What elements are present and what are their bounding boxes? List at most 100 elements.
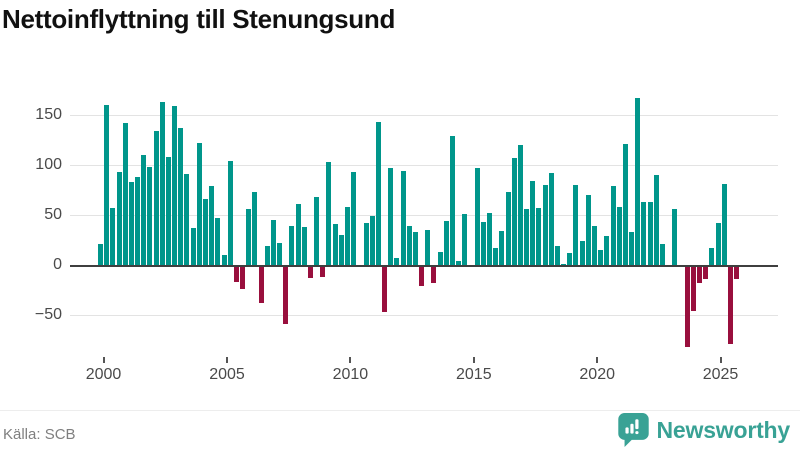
bar-2016-Q1 [493, 247, 499, 266]
bar-2019-Q3 [579, 240, 585, 266]
bar-2012-Q3 [406, 225, 412, 266]
x-tick-label-2020: 2020 [579, 366, 615, 383]
bar-2007-Q2 [277, 242, 283, 266]
y-tick-label: 150 [35, 105, 62, 123]
bar-2006-Q2 [252, 191, 258, 266]
bar-chart-plot-area [70, 85, 778, 355]
newsworthy-logo: Newsworthy [617, 413, 791, 447]
bar-2009-Q2 [326, 161, 332, 266]
bar-2004-Q2 [202, 198, 208, 266]
bar-2008-Q3 [307, 266, 313, 278]
x-tick-label-2025: 2025 [702, 366, 739, 383]
bar-2005-Q2 [227, 160, 233, 266]
bar-2025-Q2 [721, 183, 727, 266]
bar-2000-Q1 [98, 243, 103, 266]
bar-2008-Q4 [314, 196, 320, 266]
bar-2024-Q1 [690, 266, 696, 311]
bar-2017-Q2 [524, 208, 530, 266]
bar-2011-Q3 [382, 266, 388, 312]
y-tick-label: 0 [53, 255, 62, 273]
bar-2001-Q3 [135, 176, 141, 266]
bar-2016-Q3 [505, 191, 511, 266]
bar-2004-Q3 [209, 185, 215, 266]
bar-2020-Q3 [604, 235, 610, 266]
bar-2014-Q1 [443, 220, 449, 266]
bar-2022-Q2 [647, 201, 653, 266]
bar-2010-Q1 [345, 206, 350, 266]
bar-2010-Q2 [351, 171, 357, 266]
x-tick-mark [226, 357, 228, 363]
bar-2005-Q3 [233, 266, 239, 282]
bar-2018-Q3 [554, 245, 560, 266]
bar-2025-Q1 [715, 222, 721, 266]
bar-2009-Q3 [332, 223, 338, 266]
bar-2014-Q2 [449, 135, 455, 266]
x-tick-mark [349, 357, 352, 363]
bar-2007-Q4 [289, 225, 295, 266]
bar-2024-Q4 [709, 247, 715, 266]
bar-2011-Q2 [375, 121, 381, 266]
bar-2005-Q1 [221, 254, 227, 266]
bar-2024-Q3 [703, 266, 709, 279]
bar-2000-Q3 [110, 207, 116, 266]
source-note: Källa: SCB [3, 426, 76, 443]
bar-2008-Q1 [295, 203, 301, 266]
gridline-150 [70, 115, 778, 116]
bar-2004-Q1 [196, 142, 202, 266]
x-tick-label-2015: 2015 [456, 366, 492, 383]
bar-2017-Q3 [530, 180, 536, 266]
bar-2022-Q1 [641, 201, 647, 266]
bar-2013-Q3 [431, 266, 437, 283]
gridline-50 [70, 215, 778, 216]
zero-axis-line [70, 264, 778, 267]
bar-2019-Q2 [573, 184, 579, 266]
bar-2025-Q3 [727, 266, 733, 344]
bar-2003-Q1 [172, 105, 178, 266]
bar-2007-Q1 [270, 219, 276, 266]
bar-2012-Q4 [412, 231, 418, 266]
bar-2011-Q4 [388, 167, 394, 266]
bar-2000-Q4 [116, 171, 122, 266]
bar-2006-Q3 [258, 266, 264, 303]
bar-2016-Q4 [511, 157, 517, 266]
x-tick-label-2000: 2000 [85, 366, 122, 383]
newsworthy-wordmark: Newsworthy [656, 416, 791, 443]
bar-2015-Q2 [474, 167, 480, 266]
x-tick-mark [102, 357, 105, 363]
bar-2015-Q3 [480, 221, 486, 266]
bar-2014-Q3 [456, 260, 462, 266]
bar-2018-Q2 [548, 172, 554, 266]
bar-2009-Q4 [338, 234, 344, 266]
y-tick-label: 100 [35, 155, 62, 173]
y-tick-label: −50 [34, 305, 62, 323]
gridline-−50 [70, 315, 778, 316]
bar-2021-Q4 [635, 97, 641, 266]
bar-2012-Q2 [400, 170, 406, 266]
footer-divider [0, 410, 800, 411]
bar-2019-Q1 [567, 252, 573, 266]
bar-2013-Q2 [425, 229, 431, 266]
bar-2010-Q4 [363, 222, 369, 266]
bar-2007-Q3 [283, 266, 289, 324]
bar-2020-Q4 [610, 185, 616, 266]
bar-2005-Q4 [240, 266, 246, 289]
bar-2011-Q1 [369, 215, 375, 266]
bar-2006-Q4 [264, 245, 270, 266]
x-tick-mark [596, 357, 599, 363]
y-tick-label: 50 [44, 205, 62, 223]
bar-2023-Q2 [672, 208, 678, 266]
bar-2013-Q4 [437, 251, 443, 266]
x-tick-mark [719, 357, 722, 363]
bar-2012-Q1 [394, 257, 400, 266]
bar-2003-Q2 [178, 127, 184, 266]
gridline-100 [70, 165, 778, 166]
bar-2014-Q4 [462, 213, 468, 266]
x-tick-mark [472, 357, 475, 363]
bar-2022-Q3 [653, 174, 659, 266]
bar-2017-Q1 [517, 144, 523, 266]
bar-2003-Q3 [184, 173, 190, 266]
bar-2020-Q1 [592, 225, 597, 266]
chart-title: Nettoinflyttning till Stenungsund [2, 4, 396, 34]
bar-2002-Q3 [159, 101, 165, 266]
bar-2000-Q2 [104, 104, 110, 266]
